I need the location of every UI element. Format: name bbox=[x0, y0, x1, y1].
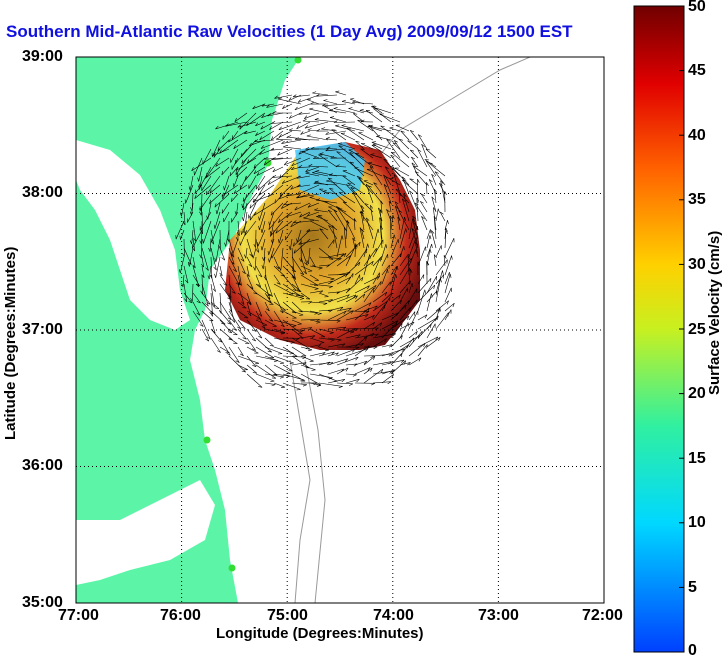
colorbar-tick-label: 0 bbox=[688, 642, 697, 660]
colorbar-tick-label: 45 bbox=[688, 62, 706, 80]
x-tick-label: 72:00 bbox=[582, 607, 623, 625]
colorbar-tick-label: 35 bbox=[688, 191, 706, 209]
x-tick-label: 73:00 bbox=[478, 607, 519, 625]
y-tick-label: 38:00 bbox=[22, 184, 63, 202]
colorbar-tick-label: 30 bbox=[688, 256, 706, 274]
y-tick-label: 37:00 bbox=[22, 321, 63, 339]
colorbar-tick-label: 50 bbox=[688, 0, 706, 16]
x-axis-title: Longitude (Degrees:Minutes) bbox=[216, 625, 424, 642]
x-tick-label: 77:00 bbox=[58, 607, 99, 625]
colorbar-tick-label: 40 bbox=[688, 127, 706, 145]
colorbar-tick-label: 5 bbox=[688, 579, 697, 597]
x-tick-label: 75:00 bbox=[267, 607, 308, 625]
station-marker bbox=[295, 57, 302, 64]
colorbar-tick-label: 15 bbox=[688, 450, 706, 468]
colorbar-tick-label: 25 bbox=[688, 321, 706, 339]
colorbar-title: Surface Velocity (cm/s) bbox=[706, 231, 723, 395]
x-tick-label: 74:00 bbox=[373, 607, 414, 625]
colorbar-tick-label: 20 bbox=[688, 385, 706, 403]
colorbar bbox=[634, 6, 684, 652]
y-tick-label: 36:00 bbox=[22, 457, 63, 475]
y-axis-title: Latitude (Degrees:Minutes) bbox=[2, 247, 19, 440]
x-tick-label: 76:00 bbox=[160, 607, 201, 625]
colorbar-tick-label: 10 bbox=[688, 514, 706, 532]
station-marker bbox=[229, 565, 236, 572]
y-tick-label: 35:00 bbox=[22, 594, 63, 612]
station-marker bbox=[204, 437, 211, 444]
y-tick-label: 39:00 bbox=[22, 48, 63, 66]
